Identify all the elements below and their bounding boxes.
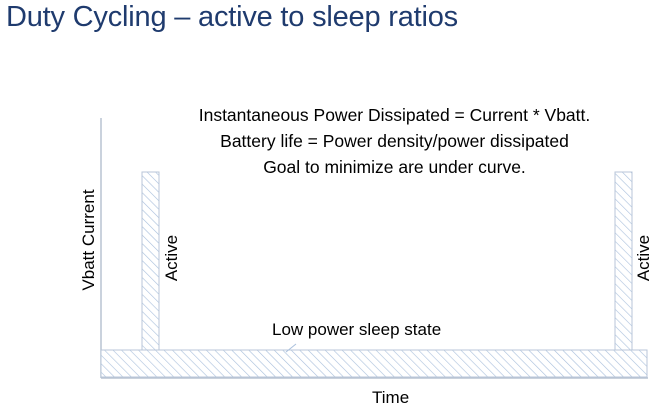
active-pulse-right <box>614 171 633 351</box>
sleep-label-pointer <box>285 343 297 353</box>
active-left-label: Active <box>162 234 181 282</box>
sleep-state-label: Low power sleep state <box>272 320 442 339</box>
explanation-line-power: Instantaneous Power Dissipated = Current… <box>198 105 591 125</box>
sleep-state-band <box>100 349 648 378</box>
explanation-line-battery: Battery life = Power density/power dissi… <box>220 131 569 151</box>
y-axis-label: Vbatt Current <box>79 189 98 291</box>
explanation-line-goal: Goal to minimize are under curve. <box>263 157 526 177</box>
active-pulse-left <box>141 171 160 351</box>
explanation-text: Instantaneous Power Dissipated = Current… <box>152 102 637 180</box>
active-right-label: Active <box>634 234 653 282</box>
x-axis-label: Time <box>372 388 410 407</box>
slide-title: Duty Cycling – active to sleep ratios <box>6 1 458 33</box>
